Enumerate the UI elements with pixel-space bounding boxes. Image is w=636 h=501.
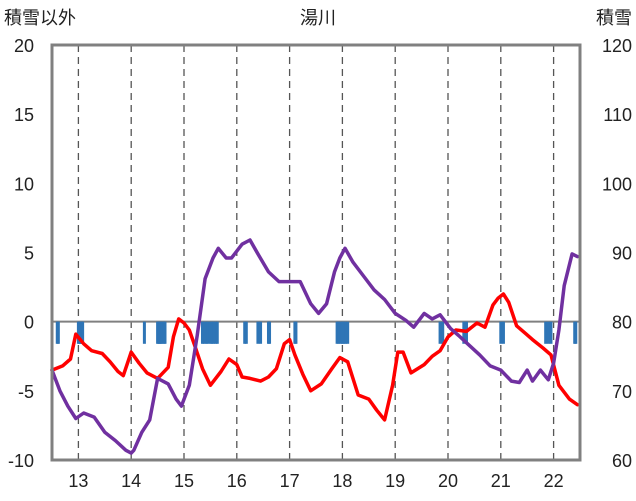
blue-mark xyxy=(544,321,548,344)
x-tick-label: 19 xyxy=(385,471,405,491)
y-right-tick-label: 70 xyxy=(612,382,632,402)
blue-mark xyxy=(339,321,343,344)
vertical-gridlines xyxy=(77,45,555,460)
y-right-tick-label: 110 xyxy=(603,105,632,125)
blue-mark xyxy=(202,321,206,344)
blue-mark xyxy=(244,321,248,344)
blue-mark xyxy=(546,321,550,344)
x-tick-label: 21 xyxy=(491,471,511,491)
chart-title: 湯川 xyxy=(300,8,336,28)
y-right-tick-label: 100 xyxy=(602,174,632,194)
left-axis-title: 積雪以外 xyxy=(4,8,76,28)
blue-mark xyxy=(243,321,247,344)
series-lines xyxy=(50,238,580,455)
y-left-tick-label: 10 xyxy=(14,174,34,194)
blue-mark xyxy=(335,321,339,344)
y-left-tick-label: 5 xyxy=(24,244,34,264)
x-tick-label: 16 xyxy=(227,471,247,491)
blue-mark xyxy=(268,321,272,344)
y-left-tick-label: 20 xyxy=(14,36,34,56)
blue-mark xyxy=(501,321,505,344)
y-right-tick-label: 120 xyxy=(602,36,632,56)
blue-mark xyxy=(163,321,167,344)
blue-mark xyxy=(214,321,218,344)
blue-mark xyxy=(549,321,553,344)
blue-mark xyxy=(204,321,208,344)
y-left-tick-label: 15 xyxy=(14,105,34,125)
blue-mark xyxy=(438,321,442,344)
blue-mark xyxy=(208,321,212,344)
blue-mark xyxy=(337,321,341,344)
blue-mark xyxy=(259,321,263,344)
blue-mark xyxy=(215,321,219,344)
y-right-tick-label: 60 xyxy=(612,451,632,471)
x-tick-label: 14 xyxy=(121,471,141,491)
y-right-tick-label: 80 xyxy=(612,313,632,333)
y-left-tick-labels: -10 -5 0 5 10 15 20 xyxy=(8,36,34,471)
x-tick-label: 15 xyxy=(174,471,194,491)
blue-mark xyxy=(574,321,578,344)
right-axis-title: 積雪 xyxy=(596,8,632,28)
plot-frame xyxy=(50,43,582,462)
blue-mark xyxy=(206,321,210,344)
y-left-tick-label: 0 xyxy=(24,313,34,333)
blue-mark xyxy=(346,321,350,344)
y-right-tick-labels: 60 70 80 90 100 110 120 xyxy=(602,36,632,471)
x-tick-labels: 13 14 15 16 17 18 19 20 21 22 xyxy=(68,471,563,491)
blue-mark xyxy=(256,321,260,344)
blue-mark xyxy=(81,321,85,344)
blue-mark xyxy=(294,321,298,344)
y-left-tick-label: -10 xyxy=(8,451,34,471)
x-tick-label: 22 xyxy=(544,471,564,491)
blue-mark xyxy=(212,321,216,344)
x-tick-label: 18 xyxy=(332,471,352,491)
x-tick-label: 20 xyxy=(438,471,458,491)
blue-mark xyxy=(441,321,445,344)
y-left-tick-label: -5 xyxy=(18,382,34,402)
blue-mark xyxy=(56,321,60,344)
x-tick-label: 13 xyxy=(68,471,88,491)
blue-mark xyxy=(200,321,204,344)
y-right-tick-label: 90 xyxy=(612,244,632,264)
blue-mark xyxy=(142,321,146,344)
blue-mark xyxy=(160,321,164,344)
blue-mark xyxy=(499,321,503,344)
blue-mark xyxy=(344,321,348,344)
blue-mark xyxy=(210,321,214,344)
purple-series-line xyxy=(50,238,580,455)
red-series-line xyxy=(50,292,580,422)
blue-marks xyxy=(55,321,578,344)
x-tick-label: 17 xyxy=(280,471,300,491)
blue-mark xyxy=(342,321,346,344)
blue-mark xyxy=(340,321,344,344)
